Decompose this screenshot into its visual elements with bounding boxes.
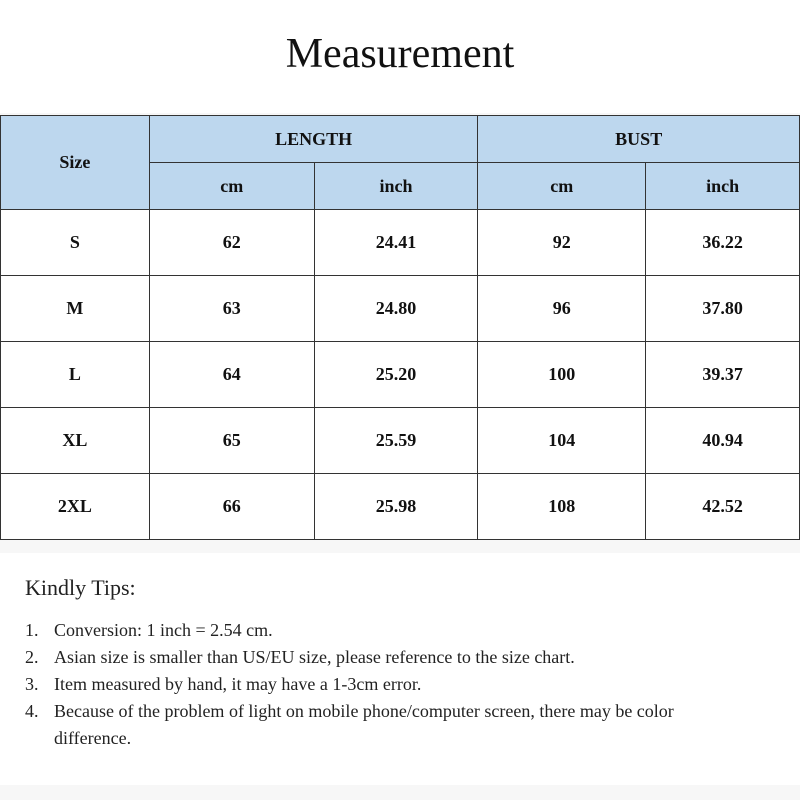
- table-row: L 64 25.20 100 39.37: [0, 341, 800, 408]
- cell-size: S: [0, 209, 150, 276]
- cell-bust-inch: 42.52: [645, 473, 800, 540]
- length-header: LENGTH: [148, 115, 479, 163]
- cell-length-cm: 66: [148, 473, 315, 540]
- table-row: S 62 24.41 92 36.22: [0, 209, 800, 276]
- cell-length-inch: 24.41: [313, 209, 479, 276]
- cell-length-inch: 24.80: [313, 275, 479, 342]
- cell-bust-cm: 104: [477, 407, 647, 474]
- tip-number: 2.: [25, 647, 39, 667]
- tip-number: 3.: [25, 674, 39, 694]
- cell-length-cm: 64: [148, 341, 315, 408]
- cell-length-inch: 25.98: [313, 473, 479, 540]
- bust-header: BUST: [477, 115, 800, 163]
- cell-bust-cm: 92: [477, 209, 647, 276]
- cell-bust-inch: 39.37: [645, 341, 800, 408]
- cell-length-inch: 25.59: [313, 407, 479, 474]
- cell-size: XL: [0, 407, 150, 474]
- cell-length-cm: 65: [148, 407, 315, 474]
- cell-bust-inch: 40.94: [645, 407, 800, 474]
- tip-text: Because of the problem of light on mobil…: [54, 701, 674, 748]
- tip-number: 1.: [25, 620, 39, 640]
- cell-size: L: [0, 341, 150, 408]
- size-table: Size LENGTH BUST cm inch cm inch S 62 24.4…: [0, 115, 800, 540]
- unit-header: inch: [645, 162, 800, 210]
- tip-text: Conversion: 1 inch = 2.54 cm.: [54, 620, 273, 640]
- tip-item: 2. Asian size is smaller than US/EU size,…: [25, 644, 725, 671]
- cell-length-inch: 25.20: [313, 341, 479, 408]
- tip-item: 1. Conversion: 1 inch = 2.54 cm.: [25, 617, 725, 644]
- header-row: Size LENGTH BUST: [0, 115, 800, 210]
- table-row: XL 65 25.59 104 40.94: [0, 407, 800, 474]
- cell-bust-cm: 96: [477, 275, 647, 342]
- tips-heading: Kindly Tips:: [25, 575, 136, 600]
- tip-number: 4.: [25, 701, 39, 721]
- cell-bust-inch: 36.22: [645, 209, 800, 276]
- size-header: Size: [0, 115, 150, 210]
- cell-size: M: [0, 275, 150, 342]
- tip-text: Item measured by hand, it may have a 1-3…: [54, 674, 422, 694]
- tip-item: 3. Item measured by hand, it may have a 1…: [25, 671, 725, 698]
- cell-length-cm: 62: [148, 209, 315, 276]
- table-row: M 63 24.80 96 37.80: [0, 275, 800, 342]
- table-row: 2XL 66 25.98 108 42.52: [0, 473, 800, 540]
- unit-header: cm: [477, 162, 647, 210]
- unit-header: cm: [148, 162, 315, 210]
- unit-header: inch: [313, 162, 479, 210]
- cell-size: 2XL: [0, 473, 150, 540]
- title-area: Measurement: [0, 0, 800, 113]
- tip-item: 4. Because of the problem of light on mob…: [25, 698, 725, 752]
- cell-bust-cm: 100: [477, 341, 647, 408]
- unit-row: cm inch cm inch: [1, 162, 800, 210]
- tip-text: Asian size is smaller than US/EU size, p…: [54, 647, 575, 667]
- cell-bust-inch: 37.80: [645, 275, 800, 342]
- tips-section: Kindly Tips: 1. Conversion: 1 inch = 2.54…: [0, 553, 800, 785]
- page-title: Measurement: [285, 31, 515, 77]
- cell-bust-cm: 108: [477, 473, 647, 540]
- cell-length-cm: 63: [148, 275, 315, 342]
- tips-list: 1. Conversion: 1 inch = 2.54 cm. 2. Asian s…: [25, 617, 725, 752]
